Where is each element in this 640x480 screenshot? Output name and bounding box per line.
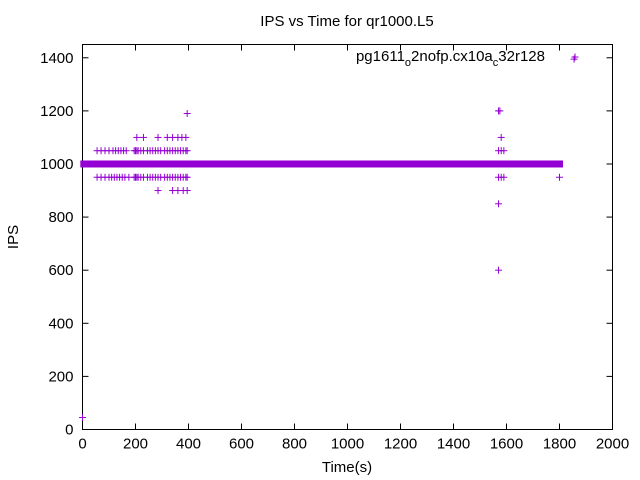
data-point [154,133,162,141]
x-tick-label: 800 [282,436,307,453]
legend-name-part-2: 2nofp.cx10a [411,48,493,65]
x-axis-label: Time(s) [322,459,372,476]
x-tick-label: 1200 [384,436,417,453]
y-tick-label: 800 [48,209,73,226]
data-point [500,173,508,181]
data-point [122,147,130,155]
plot-frame [82,44,613,430]
data-point [182,133,190,141]
y-tick-label: 600 [48,262,73,279]
x-tick-label: 600 [229,436,254,453]
legend-marker [571,53,579,61]
y-tick-label: 200 [48,368,73,385]
main-band-points [80,160,563,168]
data-point [133,133,141,141]
x-tick-label: 1400 [437,436,470,453]
data-point [154,187,162,195]
data-point [183,147,191,155]
data-point [183,173,191,181]
data-point [139,133,147,141]
legend-name-part-1: pg1611 [356,48,405,65]
x-tick-label: 400 [176,436,201,453]
y-tick-label: 1400 [40,50,73,67]
chart-title: IPS vs Time for qr1000.L5 [260,13,433,30]
x-tick-label: 1600 [490,436,523,453]
data-point [556,160,563,168]
data-points [79,55,578,422]
legend-entry-label: pg1611o2nofp.cx10ac32r128 [356,48,545,69]
x-tick-label: 1000 [331,436,364,453]
legend: pg1611o2nofp.cx10ac32r128 [356,48,579,69]
x-axis: 0 200 400 600 800 1000 1200 1400 1600 1800 2000 [78,44,629,453]
data-point [500,147,508,155]
y-tick-label: 400 [48,315,73,332]
y-tick-label: 1200 [40,103,73,120]
data-point [497,133,505,141]
y-axis-label: IPS [5,225,22,249]
y-tick-label: 0 [65,422,73,439]
data-point [556,173,563,181]
data-point [79,414,86,422]
x-tick-label: 2000 [596,436,629,453]
x-tick-label: 0 [78,436,86,453]
data-point [495,266,503,274]
data-point [496,107,504,115]
x-tick-label: 200 [123,436,148,453]
y-axis: 0 200 400 600 800 1000 1200 1400 [40,50,613,439]
data-point [183,110,191,118]
legend-name-sub-2: c [493,57,499,69]
x-tick-label: 1800 [543,436,576,453]
data-point [183,187,191,195]
legend-name-sub-1: o [405,57,411,69]
data-point [495,200,503,208]
legend-name-part-3: 32r128 [498,48,545,65]
y-tick-label: 1000 [40,156,73,173]
